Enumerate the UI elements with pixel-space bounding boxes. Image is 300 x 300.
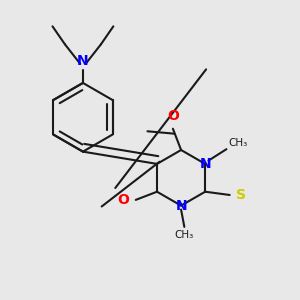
Text: N: N [77,54,89,68]
Text: CH₃: CH₃ [228,137,247,148]
Text: O: O [167,109,179,123]
Text: CH₃: CH₃ [175,230,194,239]
Text: N: N [175,199,187,213]
Text: S: S [236,188,246,202]
Text: O: O [117,193,129,207]
Text: N: N [200,157,211,171]
